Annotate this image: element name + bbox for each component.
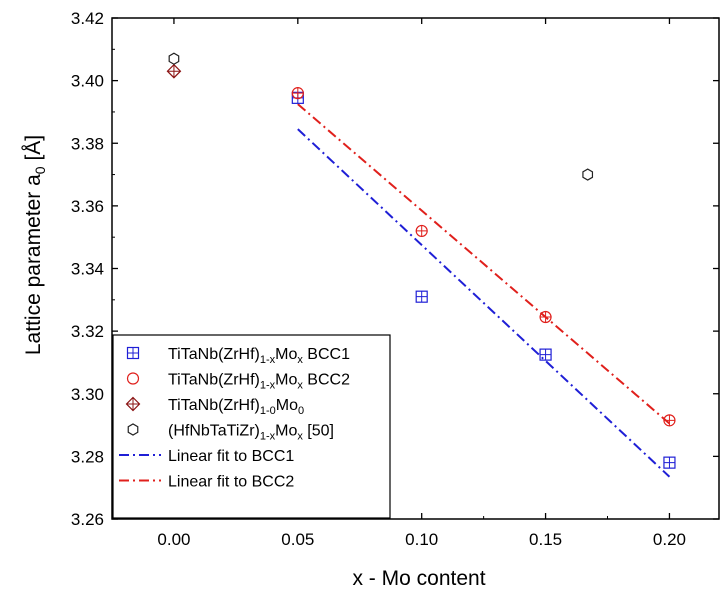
marker-cross (663, 414, 675, 426)
y-tick-label: 3.38 (71, 134, 104, 153)
marker-cross (292, 87, 304, 99)
marker-cross (416, 291, 428, 303)
marker-cross (540, 311, 552, 323)
data-point (125, 396, 141, 412)
y-axis-title: Lattice parameter a0 [Å] (22, 135, 48, 355)
data-point (663, 414, 676, 427)
marker-cross (167, 64, 181, 78)
legend-label: Linear fit to BCC2 (168, 474, 294, 491)
marker-hexagon (582, 168, 594, 181)
legend-label: (HfNbTaTiZr)1-xMox [50] (168, 423, 334, 443)
y-tick-label: 3.28 (71, 447, 104, 466)
x-tick-label: 0.00 (157, 530, 190, 549)
data-points (166, 52, 676, 469)
data-point (291, 87, 304, 100)
data-point (126, 346, 140, 360)
data-point (127, 423, 139, 436)
y-tick-label: 3.40 (71, 72, 104, 91)
marker-cross (126, 397, 140, 411)
data-point (166, 63, 182, 79)
y-tick-label: 3.36 (71, 197, 104, 216)
y-tick-label: 3.30 (71, 385, 104, 404)
fit-lines (297, 103, 671, 478)
marker-hexagon (168, 52, 180, 65)
x-tick-label: 0.05 (281, 530, 314, 549)
x-tick-label: 0.10 (405, 530, 438, 549)
legend-box (112, 334, 391, 519)
data-point (539, 348, 552, 361)
fit-line (297, 128, 671, 478)
data-point (415, 224, 428, 238)
y-tick-label: 3.32 (71, 322, 104, 341)
y-tick-label: 3.42 (71, 9, 104, 28)
data-point (168, 52, 180, 65)
x-tick-label: 0.15 (529, 530, 562, 549)
x-tick-label: 0.20 (653, 530, 686, 549)
data-point (582, 168, 594, 181)
marker-cross (127, 347, 139, 359)
axis-ticks: 0.00 0.05 0.10 0.15 0.20 3.26 3.28 3.30 3.32 3.34… (71, 9, 719, 549)
legend-label: TiTaNb(ZrHf)1-0Mo0 (168, 397, 304, 417)
marker-cross (540, 349, 552, 361)
legend-marker (126, 372, 140, 385)
legend-label: TiTaNb(ZrHf)1-xMox BCC2 (168, 372, 350, 392)
data-point (663, 456, 676, 469)
marker-cross (416, 225, 428, 237)
legend: TiTaNb(ZrHf)1-xMox BCC1 TiTaNb(ZrHf)1-xMo… (112, 334, 391, 519)
marker-hexagon (127, 423, 139, 436)
y-tick-label: 3.34 (71, 260, 104, 279)
x-axis-title: x - Mo content (352, 567, 485, 590)
legend-label: Linear fit to BCC1 (168, 448, 294, 465)
legend-label: TiTaNb(ZrHf)1-xMox BCC1 (168, 346, 350, 366)
data-point (539, 310, 552, 324)
fit-line (297, 103, 671, 425)
data-point (415, 290, 428, 303)
y-tick-label: 3.26 (71, 510, 104, 529)
marker-cross (663, 457, 675, 469)
